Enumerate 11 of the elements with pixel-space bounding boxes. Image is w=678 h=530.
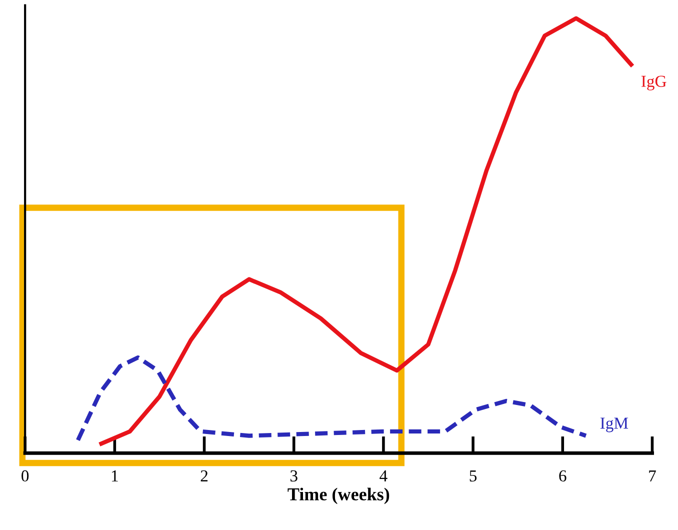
- x-tick-label: 4: [380, 470, 388, 482]
- x-axis-title: Time (weeks): [288, 488, 390, 504]
- x-tick-label: 1: [112, 470, 118, 482]
- series-label: IgM: [600, 418, 628, 432]
- x-tick-label: 7: [649, 470, 656, 482]
- x-tick-label: 5: [470, 470, 477, 482]
- x-tick-label: 2: [200, 470, 208, 482]
- x-tick-label: 3: [290, 470, 298, 482]
- x-tick-label: 6: [559, 470, 566, 482]
- x-tick-label: 0: [22, 470, 29, 482]
- series-label: IgG: [641, 76, 666, 90]
